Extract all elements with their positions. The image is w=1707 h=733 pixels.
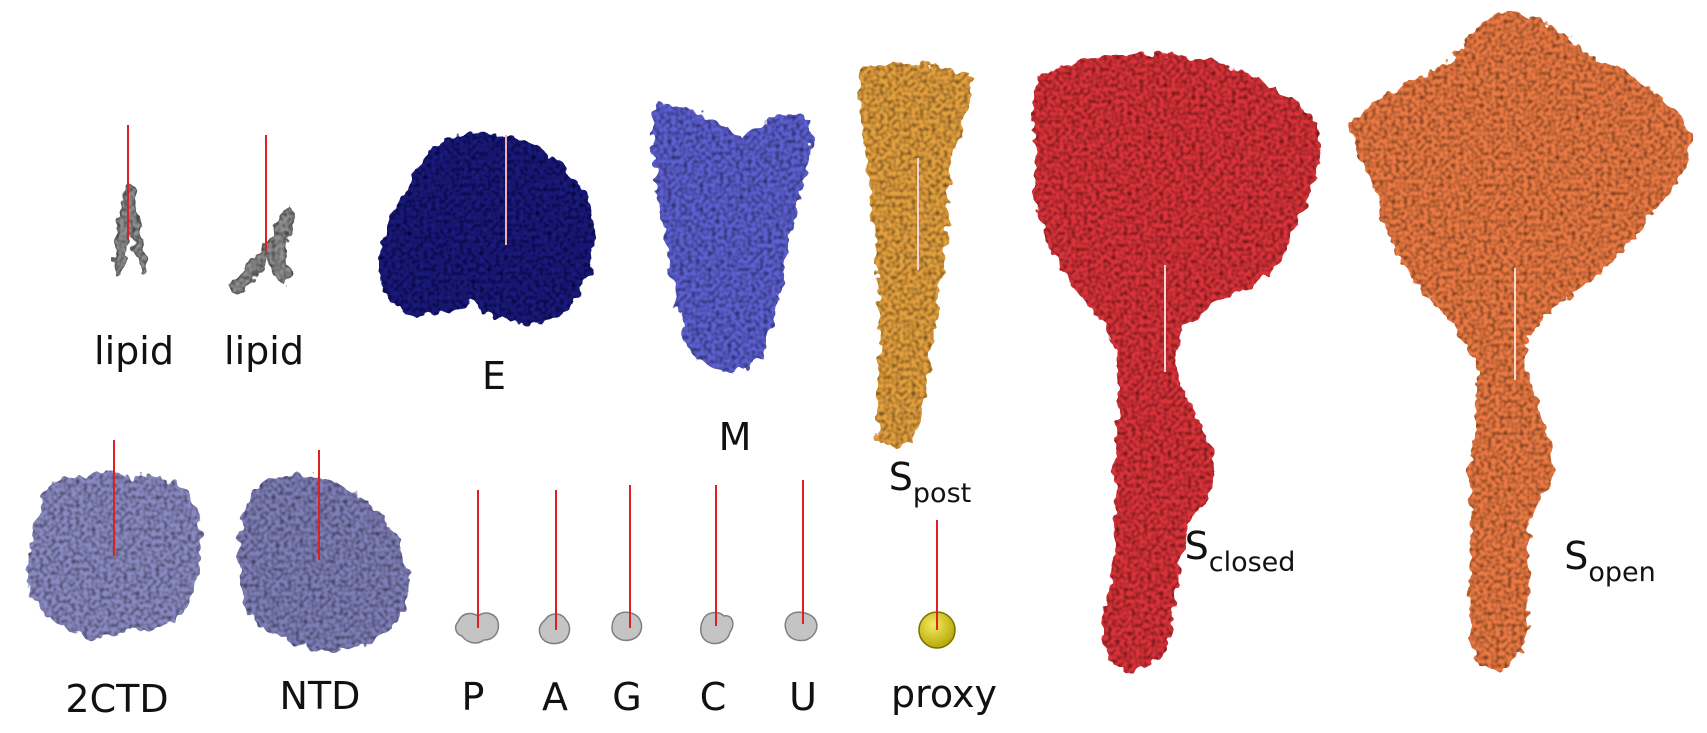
p-label: P: [461, 675, 485, 719]
a-label: A: [542, 675, 568, 719]
nucleotide-icon: [538, 490, 571, 645]
nucleotide-icon: [454, 490, 500, 644]
proxy-label: proxy: [891, 672, 997, 716]
spike-open-icon: [1351, 11, 1691, 671]
nucleotide-icon: [784, 480, 818, 642]
s-open-label-sub: open: [1588, 557, 1656, 588]
s-open-label-main: S: [1564, 534, 1589, 578]
membrane-protein-icon: [652, 104, 811, 371]
lipid-label-1: lipid: [94, 329, 174, 373]
g-label: G: [612, 675, 642, 719]
s-open-label: Sopen: [1564, 537, 1656, 586]
envelope-protein-icon: [380, 133, 594, 323]
u-label: U: [789, 675, 817, 719]
spike-postfusion-icon: [858, 63, 975, 447]
s-post-label-main: S: [888, 455, 913, 499]
nucleotide-icon: [699, 485, 734, 645]
s-closed-label-main: S: [1184, 524, 1209, 568]
lipid-molecule-icon: [113, 125, 148, 274]
s-post-label-sub: post: [912, 478, 972, 509]
spike-closed-icon: [1033, 53, 1321, 670]
e-label: E: [481, 354, 507, 398]
nucleotide-icon: [611, 485, 643, 642]
s-post-label: Spost: [889, 458, 971, 507]
s-closed-label: Sclosed: [1185, 527, 1296, 576]
s-closed-label-sub: closed: [1208, 547, 1296, 578]
m-label: M: [718, 415, 752, 459]
c-label: C: [699, 675, 727, 719]
proxy-sphere-icon: [918, 520, 956, 649]
ctd-dimer-icon: [29, 440, 201, 638]
2ctd-label: 2CTD: [65, 677, 169, 721]
ntd-domain-icon: [237, 450, 409, 651]
lipid-molecule-icon: [228, 135, 296, 294]
lipid-label-2: lipid: [224, 329, 304, 373]
ntd-label: NTD: [279, 674, 361, 718]
